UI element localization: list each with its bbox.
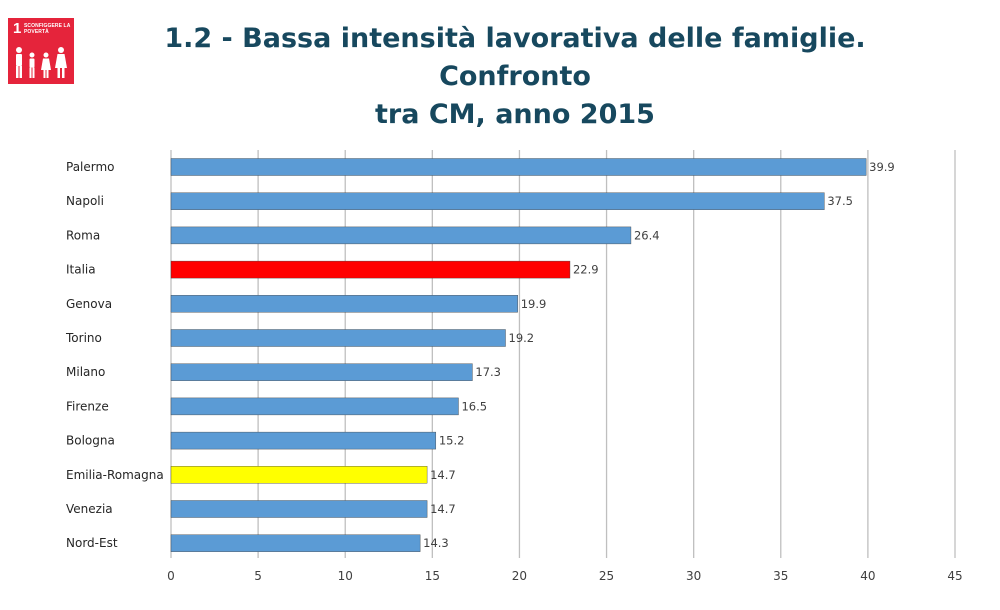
category-label: Emilia-Romagna: [66, 468, 164, 482]
bar: [170, 363, 473, 381]
x-tick-label: 20: [512, 569, 527, 583]
gridlines: [170, 150, 956, 558]
x-tick-label: 10: [338, 569, 353, 583]
x-tick-label: 30: [686, 569, 701, 583]
bar: [170, 397, 459, 416]
sdg-badge: 1 SCONFIGGERE LA POVERTÀ: [8, 18, 74, 84]
category-label: Milano: [66, 365, 105, 379]
data-label: 15.2: [439, 434, 465, 448]
category-label: Palermo: [66, 160, 115, 174]
title-line-1: 1.2 - Bassa intensità lavorativa delle f…: [164, 23, 866, 92]
x-tick-label: 15: [425, 569, 440, 583]
data-label: 26.4: [634, 228, 660, 242]
data-label: 16.5: [461, 399, 487, 413]
category-label: Nord-Est: [66, 536, 118, 550]
data-label: 14.7: [430, 502, 456, 516]
data-label: 19.9: [521, 297, 547, 311]
bar: [170, 295, 518, 313]
category-label: Roma: [66, 228, 100, 242]
category-label: Bologna: [66, 434, 115, 448]
bar: [170, 260, 571, 279]
category-label: Italia: [66, 263, 96, 277]
x-tick-label: 25: [599, 569, 614, 583]
data-label: 22.9: [573, 263, 599, 277]
category-label: Venezia: [66, 502, 113, 516]
category-labels: Palermo Napoli Roma Italia Genova Torino Milan…: [65, 160, 164, 550]
x-tick-label: 45: [947, 569, 962, 583]
data-labels: 39.9 37.5 26.4 22.9 19.9 19.2 17.3 16.5 15.2 14.7…: [423, 160, 895, 550]
bar: [170, 431, 437, 450]
data-label: 37.5: [827, 194, 853, 208]
x-tick-label: 40: [860, 569, 875, 583]
category-label: Genova: [66, 297, 112, 311]
category-label: Firenze: [66, 399, 109, 413]
data-label: 19.2: [509, 331, 535, 345]
bar: [170, 466, 428, 484]
sdg-number: 1: [13, 20, 22, 37]
category-label: Napoli: [66, 194, 104, 208]
data-label: 14.7: [430, 468, 456, 482]
bar: [170, 500, 428, 518]
data-label: 39.9: [869, 160, 895, 174]
x-axis-ticks: 0 5 10 15 20 25 30 35 40 45: [167, 569, 962, 583]
category-label: Torino: [65, 331, 102, 345]
bar: [170, 534, 421, 552]
title-line-2: tra CM, anno 2015: [375, 99, 655, 130]
x-tick-label: 5: [254, 569, 262, 583]
bar: [170, 226, 632, 245]
family-icon: [16, 47, 67, 78]
bar: [170, 329, 506, 347]
bar: [170, 192, 825, 210]
x-tick-label: 35: [773, 569, 788, 583]
data-label: 14.3: [423, 536, 449, 550]
bars: [170, 158, 867, 552]
sdg-goal-text: SCONFIGGERE LA POVERTÀ: [24, 23, 71, 35]
bar: [170, 158, 867, 176]
data-label: 17.3: [475, 365, 501, 379]
page-title: 1.2 - Bassa intensità lavorativa delle f…: [100, 20, 930, 134]
x-tick-label: 0: [167, 569, 175, 583]
